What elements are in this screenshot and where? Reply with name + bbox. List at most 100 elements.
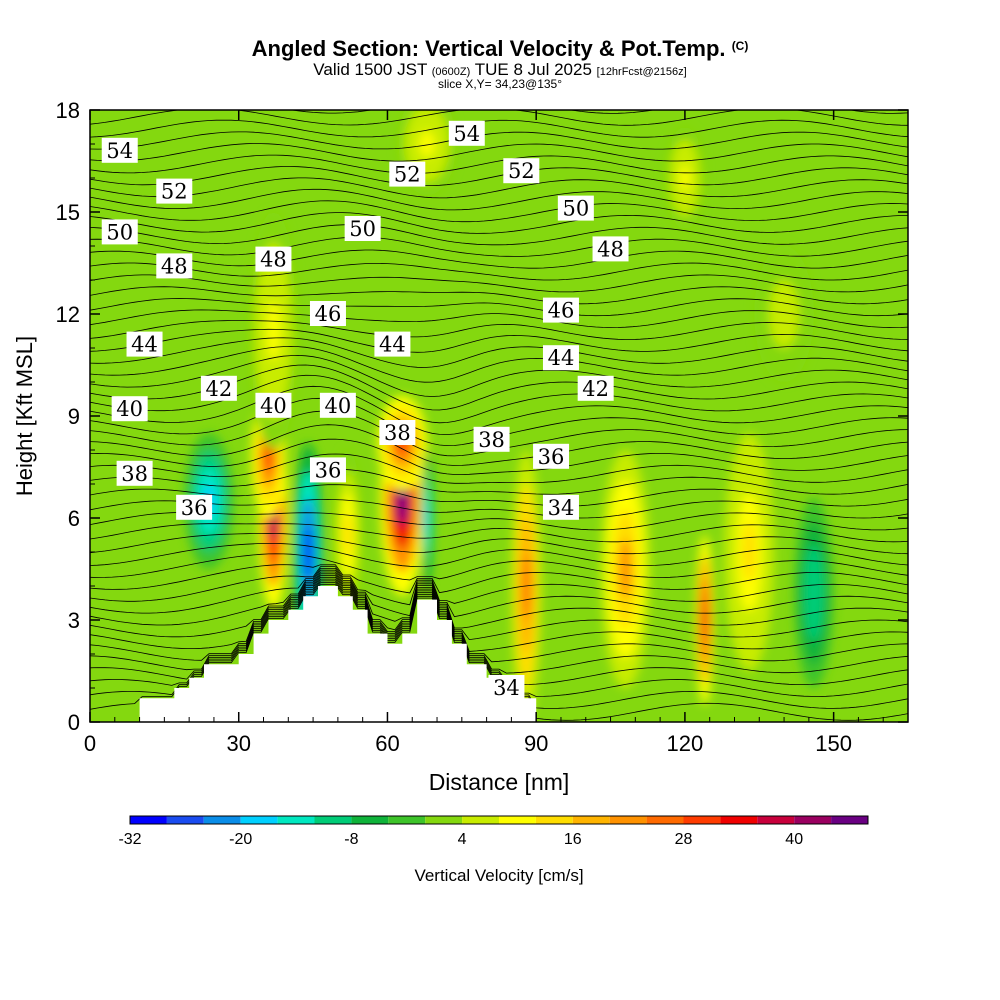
colorbar-tick-label: -32	[118, 831, 141, 848]
svg-text:40: 40	[260, 394, 287, 418]
isentrope-contour	[90, 582, 908, 709]
colorbar-swatch	[130, 816, 167, 824]
velocity-cell	[702, 598, 707, 642]
svg-text:48: 48	[260, 248, 287, 272]
colorbar-swatch	[720, 816, 758, 824]
svg-text:38: 38	[478, 428, 505, 452]
contour-label: 50	[344, 216, 381, 241]
isentrope-contour	[90, 438, 908, 475]
velocity-cell	[419, 131, 435, 157]
isentrope-contour	[90, 573, 908, 652]
isentrope-contour	[90, 543, 908, 568]
svg-text:36: 36	[315, 458, 342, 482]
title-text: Angled Section: Vertical Velocity & Pot.…	[251, 36, 726, 61]
y-tick-label: 0	[68, 710, 80, 735]
contour-label: 52	[156, 178, 193, 204]
isentrope-contour	[90, 236, 908, 257]
contour-label: 46	[309, 301, 346, 326]
x-tick-label: 30	[226, 731, 250, 756]
svg-text:38: 38	[384, 421, 411, 445]
contour-label: 48	[592, 236, 629, 262]
isentrope-contour	[90, 212, 908, 234]
contour-label: 54	[448, 120, 485, 146]
svg-text:44: 44	[131, 333, 158, 357]
svg-text:34: 34	[548, 496, 575, 520]
isentrope-contour	[90, 568, 908, 618]
isentrope-contour	[90, 298, 908, 317]
svg-text:52: 52	[394, 163, 421, 187]
isentrope-contour	[90, 177, 908, 199]
isentrope-contour	[90, 468, 908, 495]
y-tick-label: 9	[68, 404, 80, 429]
isentrope-contour	[90, 566, 908, 606]
isentrope-contour	[90, 337, 908, 368]
isentrope-contour	[90, 523, 908, 543]
colorbar-tick-label: 16	[564, 831, 582, 848]
contour-label: 38	[379, 420, 416, 445]
valid-zulu: (0600Z)	[431, 66, 471, 78]
isentrope-contour	[90, 262, 908, 281]
isentrope-contour	[90, 553, 908, 581]
isentrope-contour	[90, 453, 908, 484]
colorbar-swatch	[277, 816, 315, 824]
isentrope-contour	[90, 274, 908, 293]
isentrope-contour	[90, 309, 908, 329]
isentrope-contour	[90, 385, 908, 436]
svg-text:50: 50	[349, 217, 376, 241]
velocity-cell	[679, 165, 690, 191]
y-tick-label: 6	[68, 506, 80, 531]
x-tick-label: 0	[84, 731, 96, 756]
velocity-cell	[267, 301, 280, 361]
y-tick-label: 15	[56, 200, 80, 225]
contour-label: 40	[111, 396, 148, 422]
colorbar-swatch	[462, 816, 499, 824]
x-tick-label: 60	[375, 731, 399, 756]
x-tick-label: 90	[524, 731, 548, 756]
colorbar-swatch	[609, 816, 647, 824]
isentrope-contour	[90, 200, 908, 223]
isentrope-contour	[90, 286, 908, 305]
svg-text:46: 46	[315, 302, 342, 326]
colorbar-swatch	[314, 816, 352, 824]
isentrope-contour	[90, 188, 908, 211]
colorbar-swatch	[351, 816, 389, 824]
colorbar-swatch	[794, 816, 832, 824]
contour-label: 34	[488, 675, 525, 700]
colorbar-swatch	[240, 816, 278, 824]
colorbar-label: Vertical Velocity [cm/s]	[414, 866, 583, 885]
contour-label: 44	[542, 345, 579, 371]
svg-text:44: 44	[548, 346, 575, 370]
isentrope-contour	[90, 564, 908, 594]
colorbar-swatch	[683, 816, 721, 824]
y-axis-label: Height [Kft MSL]	[12, 336, 37, 496]
velocity-cell	[304, 524, 312, 580]
contour-label: 44	[126, 331, 163, 357]
x-axis-label: Distance [nm]	[429, 769, 570, 795]
y-tick-label: 3	[68, 608, 80, 633]
svg-text:54: 54	[453, 122, 480, 146]
isentrope-contour	[90, 498, 908, 519]
isentrope-contour	[90, 345, 908, 383]
isentrope-contour	[90, 354, 908, 397]
svg-text:50: 50	[106, 220, 133, 244]
y-tick-label: 18	[56, 98, 80, 123]
colorbar-tick-label: -8	[344, 831, 358, 848]
contour-label: 36	[176, 494, 213, 520]
contour-label: 50	[101, 219, 138, 245]
svg-text:42: 42	[206, 377, 233, 401]
valid-suffix: TUE 8 Jul 2025	[474, 60, 592, 79]
contour-label: 52	[389, 161, 426, 187]
svg-text:36: 36	[538, 445, 565, 469]
colorbar-tick-label: 40	[785, 831, 803, 848]
contour-label: 42	[577, 375, 614, 401]
colorbar-swatch	[425, 816, 463, 824]
velocity-cell	[425, 501, 429, 535]
x-tick-label: 120	[667, 731, 704, 756]
slice-info: slice X,Y= 34,23@135°	[437, 77, 563, 91]
chart-title: Angled Section: Vertical Velocity & Pot.…	[0, 36, 1000, 62]
svg-text:42: 42	[582, 377, 609, 401]
contour-label: 36	[309, 457, 346, 483]
isentrope-contour	[90, 575, 908, 663]
valid-prefix: Valid 1500 JST	[313, 60, 428, 79]
colorbar-swatch	[203, 816, 241, 824]
